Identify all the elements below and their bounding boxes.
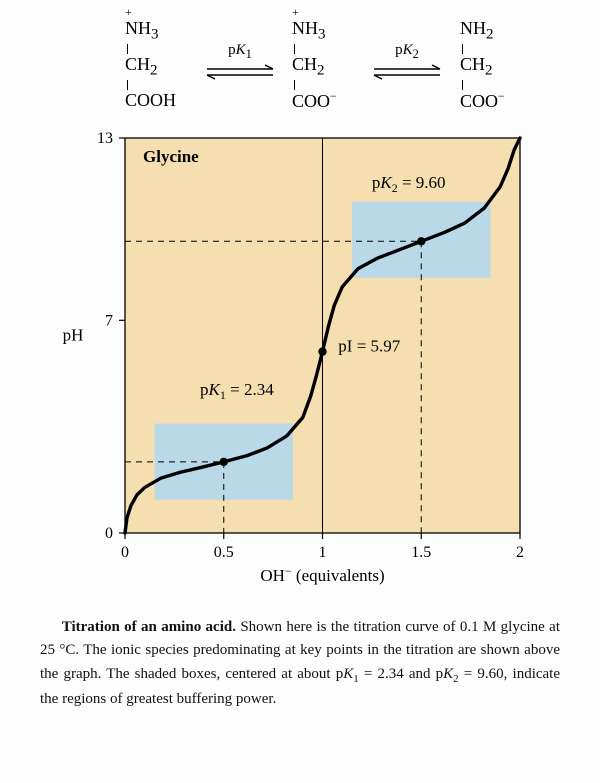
species: NH3CH2COOH+ [125, 18, 176, 110]
caption-lead: Titration of an amino acid. [62, 619, 236, 635]
svg-text:0: 0 [121, 544, 129, 561]
titration-chart: pK1 = 2.34 pI = 5.97 pK2 = 9.60 Glycine 0 0.5… [40, 120, 560, 600]
svg-text:pK2 = 9.60: pK2 = 9.60 [372, 173, 446, 195]
svg-text:2: 2 [516, 544, 524, 561]
svg-text:OH− (equivalents): OH− (equivalents) [260, 564, 384, 585]
svg-text:7: 7 [105, 312, 113, 329]
caption-K1: K [343, 666, 353, 682]
caption-p3: = 2.34 and p [359, 666, 443, 682]
svg-text:0: 0 [105, 525, 113, 542]
svg-text:pI = 5.97: pI = 5.97 [338, 337, 400, 356]
svg-text:pH: pH [63, 326, 84, 345]
equilibrium-arrow: pK2 [362, 42, 452, 80]
equilibrium-arrow: pK1 [195, 42, 285, 80]
page: NH3CH2COOH+ NH3CH2COO−+ NH2CH2COO− pK1 pK2 p… [0, 0, 600, 783]
ionic-species-row: NH3CH2COOH+ NH3CH2COO−+ NH2CH2COO− pK1 pK2 [30, 10, 570, 120]
species: NH2CH2COO− [460, 18, 505, 111]
svg-text:1: 1 [319, 544, 327, 561]
svg-text:Glycine: Glycine [143, 147, 199, 166]
svg-text:pK1 = 2.34: pK1 = 2.34 [200, 380, 274, 402]
chart-svg: pK1 = 2.34 pI = 5.97 pK2 = 9.60 Glycine 0 0.5… [40, 120, 560, 600]
svg-text:13: 13 [97, 130, 113, 147]
caption-molar: M [483, 619, 496, 635]
svg-text:0.5: 0.5 [214, 544, 234, 561]
caption-K2: K [443, 666, 453, 682]
species: NH3CH2COO−+ [292, 18, 337, 111]
figure-caption: Titration of an amino acid. Shown here i… [40, 616, 560, 711]
caption-p1: Shown here is the titration curve of 0.1 [236, 619, 483, 635]
svg-text:1.5: 1.5 [411, 544, 431, 561]
